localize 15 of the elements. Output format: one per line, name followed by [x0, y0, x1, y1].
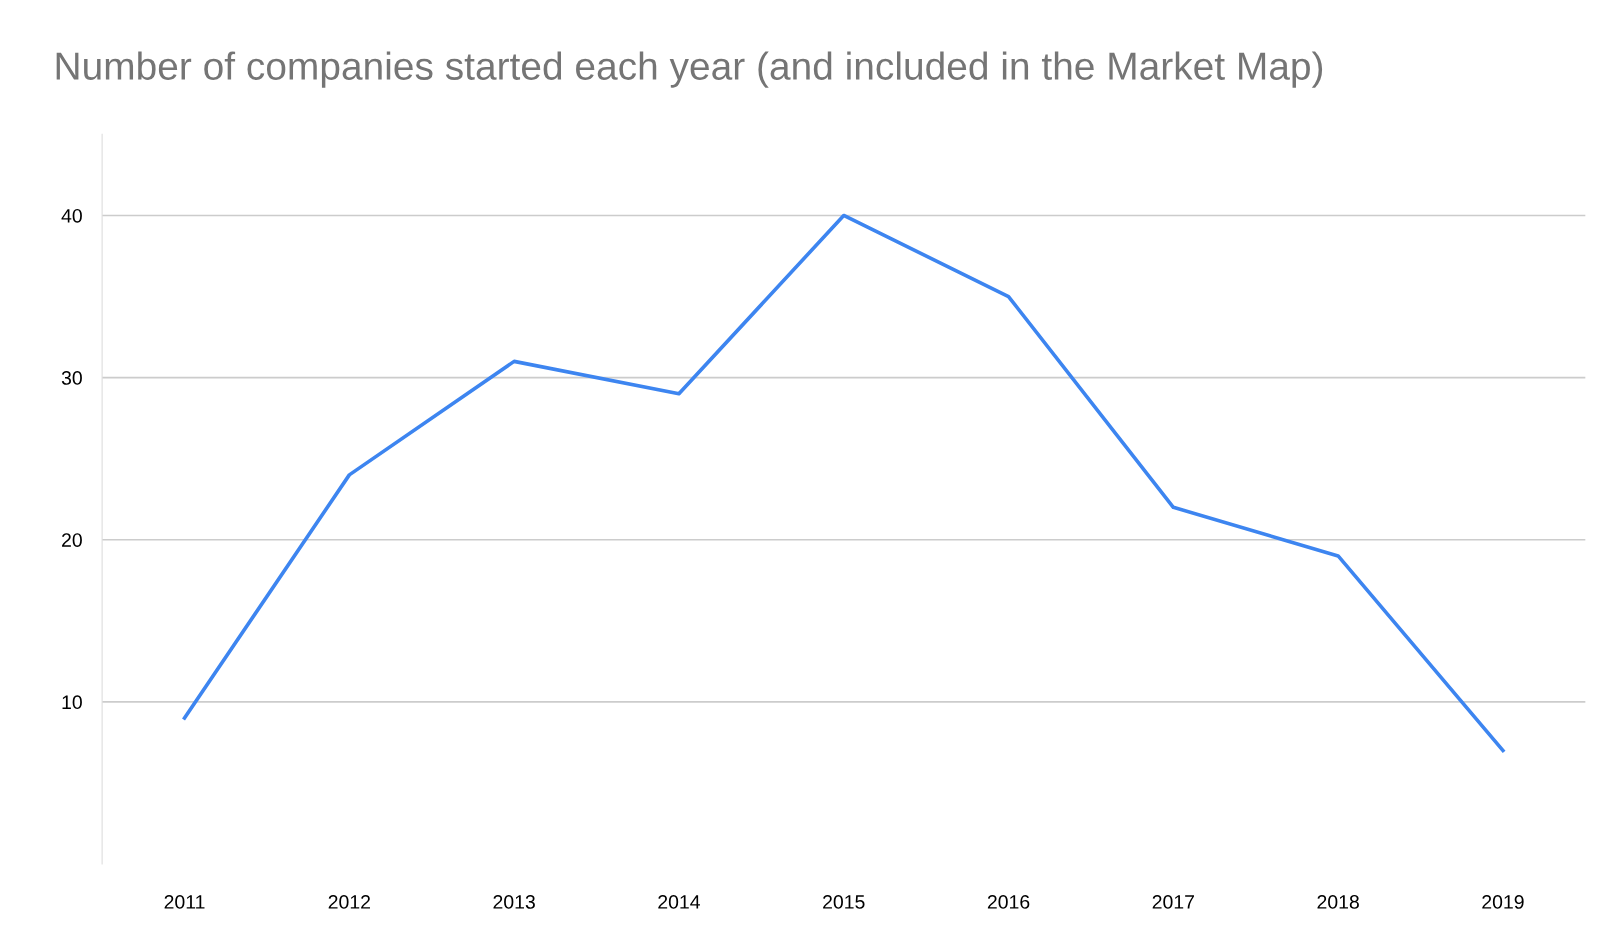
x-tick-label: 2016 [987, 895, 1030, 909]
x-tick-label: 2015 [823, 895, 865, 909]
chart-title: Number of companies started each year (and included in the Market Map) [56, 51, 1323, 88]
y-tick-label: 30 [61, 371, 82, 385]
line-series [182, 213, 1505, 753]
x-tick-label: 2019 [1482, 895, 1524, 909]
x-tick-label: 2012 [328, 895, 370, 909]
x-tick-label: 2014 [658, 895, 700, 909]
x-tick-label: 2011 [164, 895, 205, 909]
x-tick-label: 2013 [493, 895, 535, 909]
y-tick-label: 10 [62, 695, 82, 710]
y-tick-label: 20 [62, 533, 82, 547]
y-tick-label: 40 [61, 208, 82, 223]
x-tick-label: 2017 [1152, 895, 1194, 909]
x-tick-label: 2018 [1317, 895, 1359, 909]
